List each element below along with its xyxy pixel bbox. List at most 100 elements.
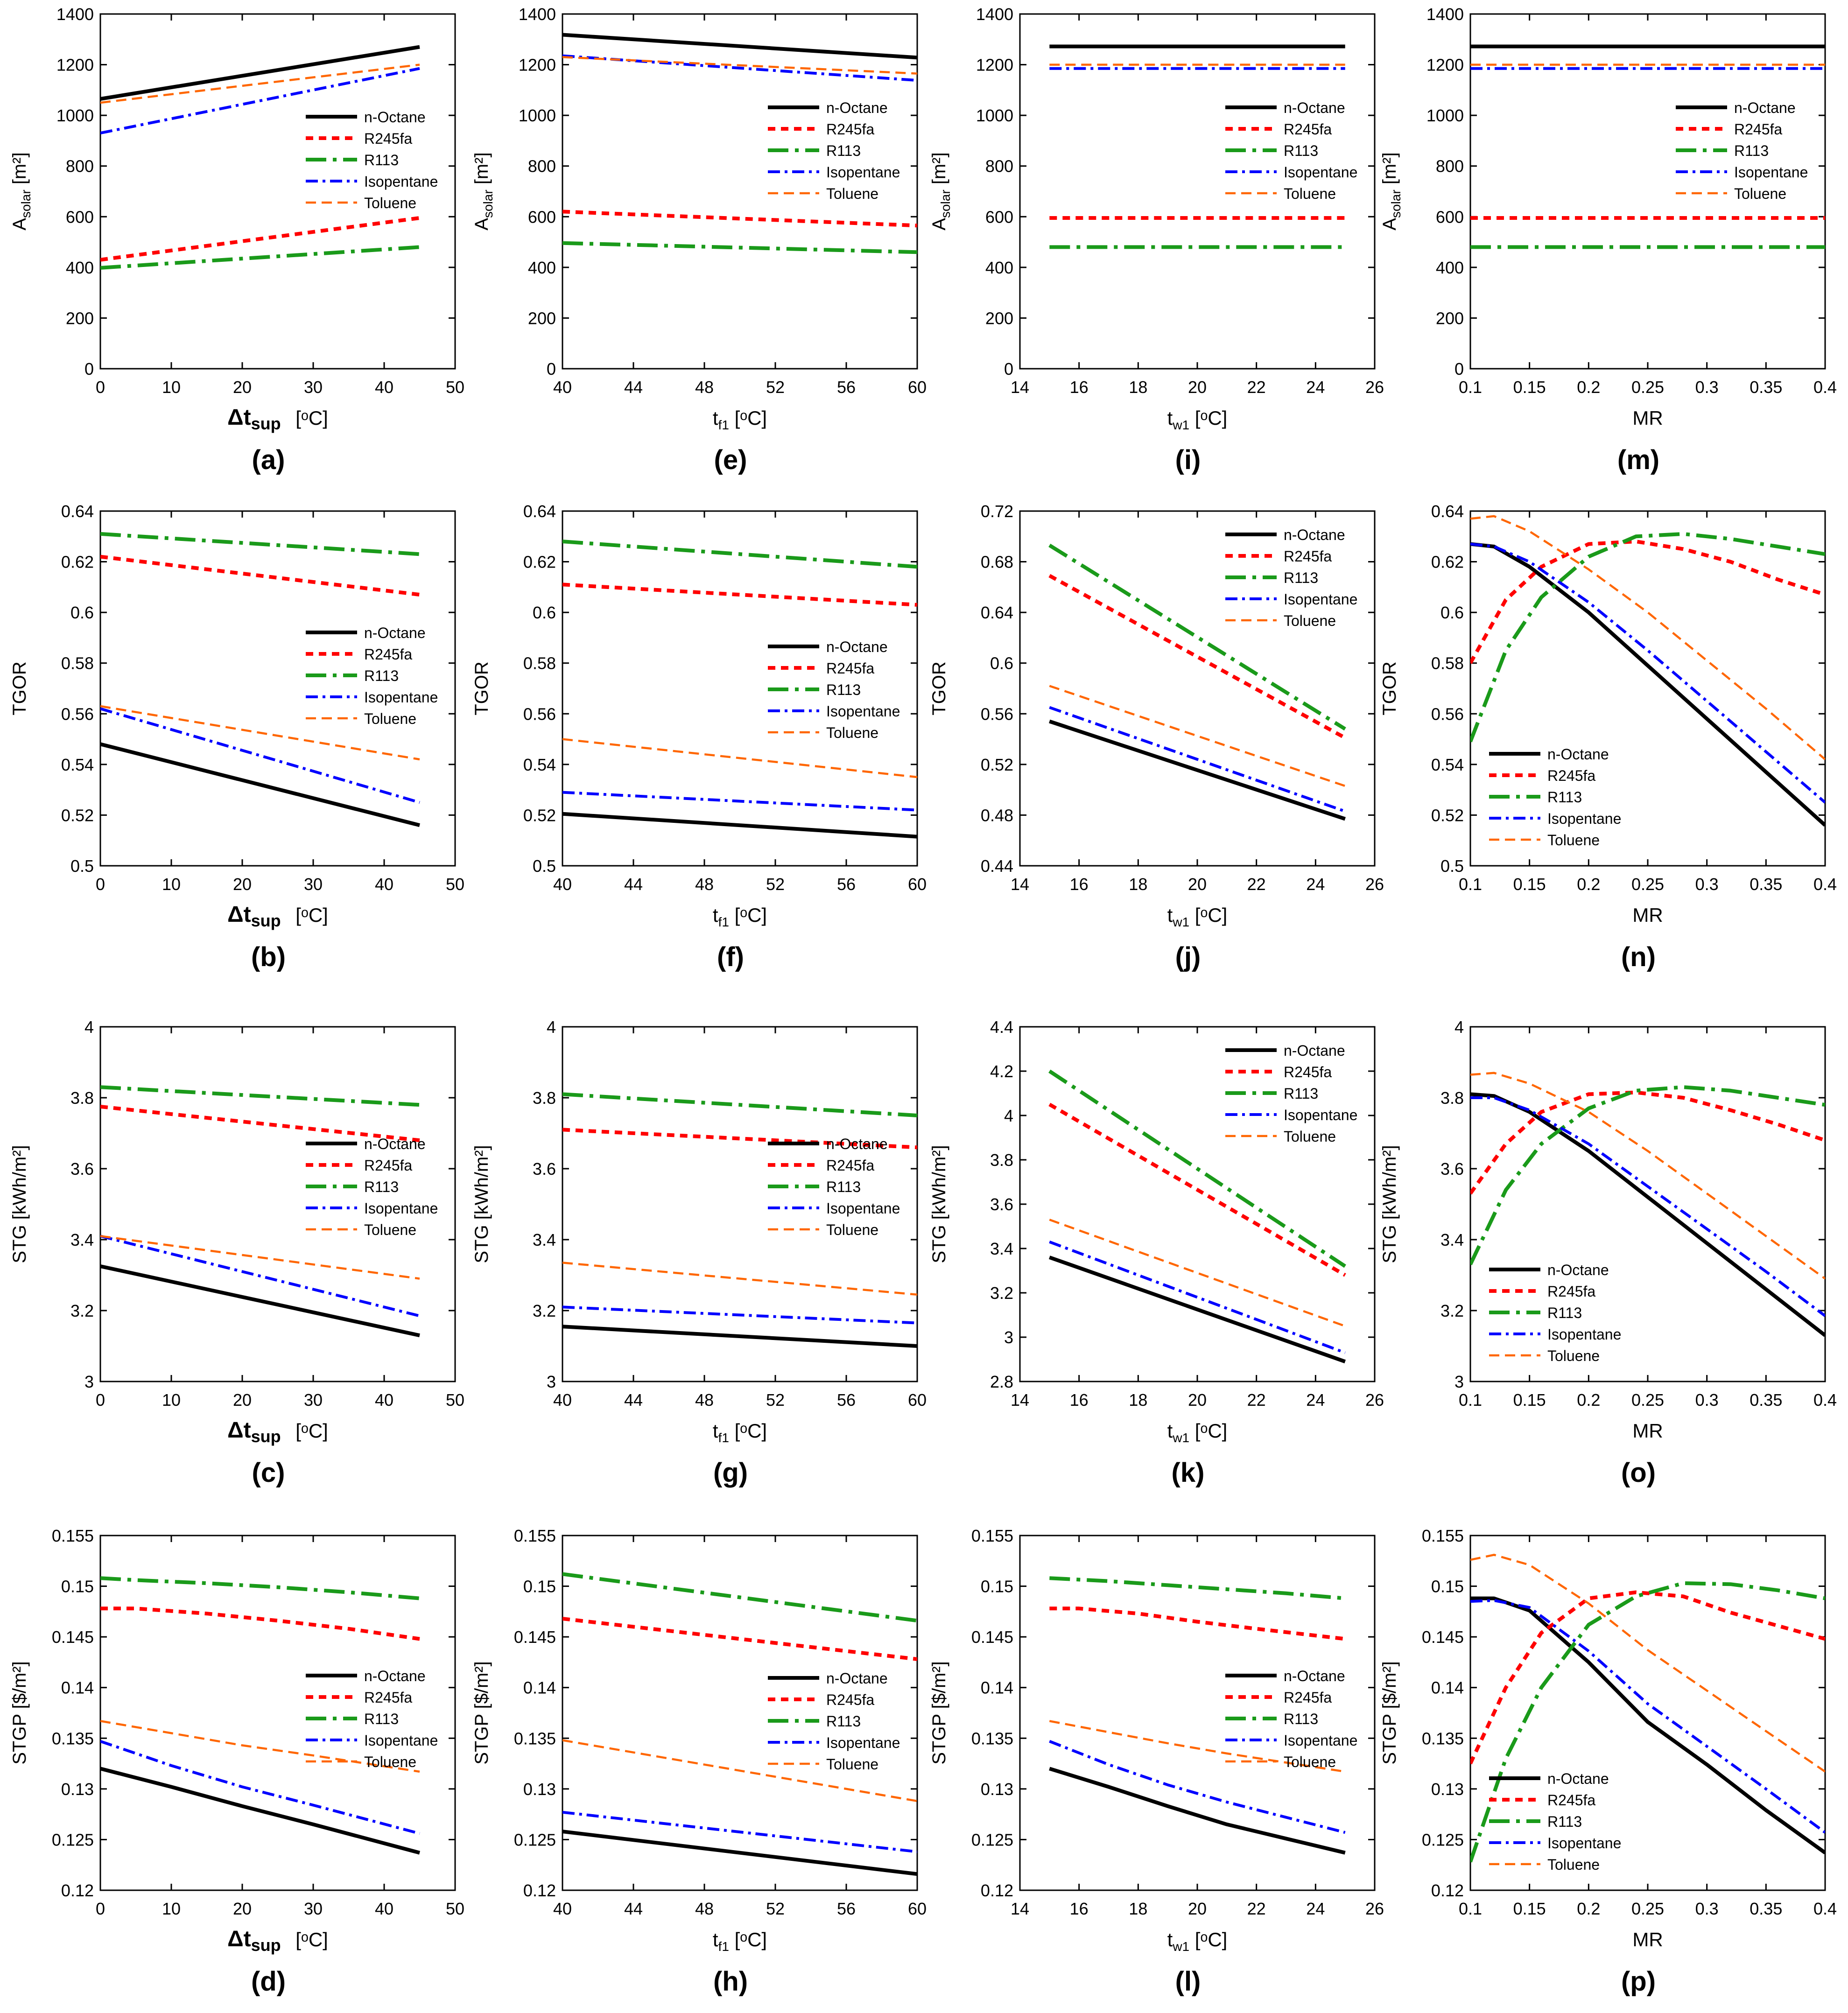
legend: n-Octane R245fa R113 Isopentane Toluene xyxy=(1676,99,1808,202)
series-line-isopentane xyxy=(562,791,917,812)
y-tick-label: 200 xyxy=(528,309,556,328)
x-tick-label: 56 xyxy=(837,378,856,397)
x-tick-label: 0.35 xyxy=(1750,1899,1782,1918)
y-axis-label: STG [kWh/m²] xyxy=(9,1145,30,1263)
legend-label: R113 xyxy=(1547,789,1582,806)
x-tick-label: 52 xyxy=(766,875,785,894)
x-tick-label: 0.25 xyxy=(1631,875,1664,894)
x-tick-label: 60 xyxy=(908,875,927,894)
panel-a: 0 10 20 30 40 50 0 200 400 600 800 1000 1200 1400 n-Oc… xyxy=(9,5,464,475)
plot-frame xyxy=(99,1535,456,1891)
x-tick-label: 40 xyxy=(553,1899,572,1918)
y-tick-label: 0.155 xyxy=(1422,1526,1464,1545)
legend-label: n-Octane xyxy=(364,624,426,641)
legend-label: R113 xyxy=(1284,569,1318,586)
series-group xyxy=(1470,1554,1825,1863)
x-axis-label: tw1 [ᵒC] xyxy=(1167,1929,1228,1954)
x-tick-label: 50 xyxy=(446,875,464,894)
series-group xyxy=(100,45,420,270)
x-axis-label: Δtsup [ᵒC] xyxy=(227,1418,328,1446)
panel-b: 0 10 20 30 40 50 0.5 0.52 0.54 0.56 0.58 0.6 0.62 0.6… xyxy=(9,502,464,972)
legend-label: Isopentane xyxy=(364,173,438,190)
x-tick-label: 26 xyxy=(1365,875,1384,894)
series-line-r113 xyxy=(1048,1069,1346,1268)
x-tick-label: 0 xyxy=(96,1390,105,1410)
series-group xyxy=(100,1085,420,1338)
y-tick-label: 0.13 xyxy=(61,1780,94,1799)
y-tick-label: 0.6 xyxy=(70,603,94,622)
x-tick-label: 20 xyxy=(233,378,252,397)
x-axis-label: tf1 [ᵒC] xyxy=(713,1929,767,1954)
series-line-n-octane xyxy=(100,45,420,101)
panel-title: (c) xyxy=(252,1458,285,1488)
y-tick-label: 0.44 xyxy=(981,856,1013,876)
series-line-toluene xyxy=(100,705,420,761)
x-axis-label: tw1 [ᵒC] xyxy=(1167,1420,1228,1445)
x-tick-label: 22 xyxy=(1247,378,1266,397)
y-tick-label: 3 xyxy=(1455,1372,1464,1391)
series-group xyxy=(100,532,420,827)
y-tick-label: 0.62 xyxy=(523,553,556,572)
y-tick-label: 0.155 xyxy=(971,1526,1013,1545)
series-group xyxy=(562,1092,917,1348)
x-tick-label: 40 xyxy=(375,875,393,894)
y-tick-label: 4 xyxy=(1455,1017,1464,1037)
y-tick-label: 0.52 xyxy=(1431,806,1464,825)
series-line-isopentane xyxy=(100,1234,420,1318)
y-axis-label: STG [kWh/m²] xyxy=(1379,1145,1400,1263)
legend-label: Toluene xyxy=(364,1753,416,1770)
legend-label: Toluene xyxy=(826,724,878,741)
y-tick-label: 400 xyxy=(1436,258,1464,277)
y-tick-label: 0.13 xyxy=(1431,1780,1464,1799)
y-tick-label: 3.4 xyxy=(70,1230,94,1249)
panel-title: (b) xyxy=(251,942,286,972)
x-tick-label: 0 xyxy=(96,378,105,397)
y-tick-label: 0.145 xyxy=(514,1627,556,1647)
legend-label: R113 xyxy=(364,152,399,168)
y-tick-label: 3.8 xyxy=(1440,1088,1464,1108)
x-tick-label: 0.3 xyxy=(1695,378,1719,397)
series-line-r113 xyxy=(1470,1581,1825,1863)
legend-label: Isopentane xyxy=(1547,810,1621,827)
x-tick-label: 0.4 xyxy=(1813,875,1837,894)
y-tick-label: 0.48 xyxy=(981,806,1013,825)
x-tick-label: 18 xyxy=(1129,875,1147,894)
series-group xyxy=(1048,1069,1346,1364)
panel-j: 14 16 18 20 22 24 26 0.44 0.48 0.52 0.56 0.6 0.64 0.6… xyxy=(929,502,1384,972)
legend-label: R245fa xyxy=(826,660,874,677)
x-tick-label: 20 xyxy=(1188,875,1207,894)
legend-label: Isopentane xyxy=(826,703,900,720)
y-axis-label: STGP [$/m²] xyxy=(9,1661,30,1765)
legend-label: n-Octane xyxy=(1547,1770,1609,1787)
y-tick-label: 400 xyxy=(985,258,1013,277)
y-tick-label: 0.62 xyxy=(61,553,94,572)
x-tick-label: 16 xyxy=(1070,1899,1089,1918)
y-tick-label: 600 xyxy=(1436,207,1464,226)
y-tick-label: 600 xyxy=(985,207,1013,226)
legend: n-Octane R245fa R113 Isopentane Toluene xyxy=(306,1668,438,1770)
y-tick-label: 3.8 xyxy=(990,1150,1013,1170)
legend-label: n-Octane xyxy=(364,109,426,126)
x-tick-label: 20 xyxy=(1188,378,1207,397)
series-line-r113 xyxy=(1049,1576,1346,1600)
y-tick-label: 0.13 xyxy=(981,1780,1013,1799)
x-axis-label: Δtsup [ᵒC] xyxy=(227,902,328,930)
series-line-isopentane xyxy=(100,707,420,804)
legend-label: n-Octane xyxy=(1547,746,1609,763)
x-tick-label: 10 xyxy=(162,1390,181,1410)
x-axis-label: tw1 [ᵒC] xyxy=(1167,407,1228,432)
series-line-r245fa xyxy=(562,1617,917,1661)
y-tick-label: 0.58 xyxy=(1431,654,1464,673)
series-line-r113 xyxy=(562,540,917,569)
y-tick-label: 0.135 xyxy=(971,1729,1013,1748)
legend-label: R245fa xyxy=(364,646,412,663)
series-line-isopentane xyxy=(100,67,420,135)
x-tick-label: 14 xyxy=(1011,1899,1029,1918)
x-tick-label: 40 xyxy=(375,1899,393,1918)
legend: n-Octane R245fa R113 Isopentane Toluene xyxy=(1489,746,1621,849)
x-tick-label: 20 xyxy=(1188,1899,1207,1918)
legend: n-Octane R245fa R113 Isopentane Toluene xyxy=(306,109,438,211)
y-tick-label: 1000 xyxy=(519,106,556,125)
legend-label: Toluene xyxy=(826,185,878,202)
